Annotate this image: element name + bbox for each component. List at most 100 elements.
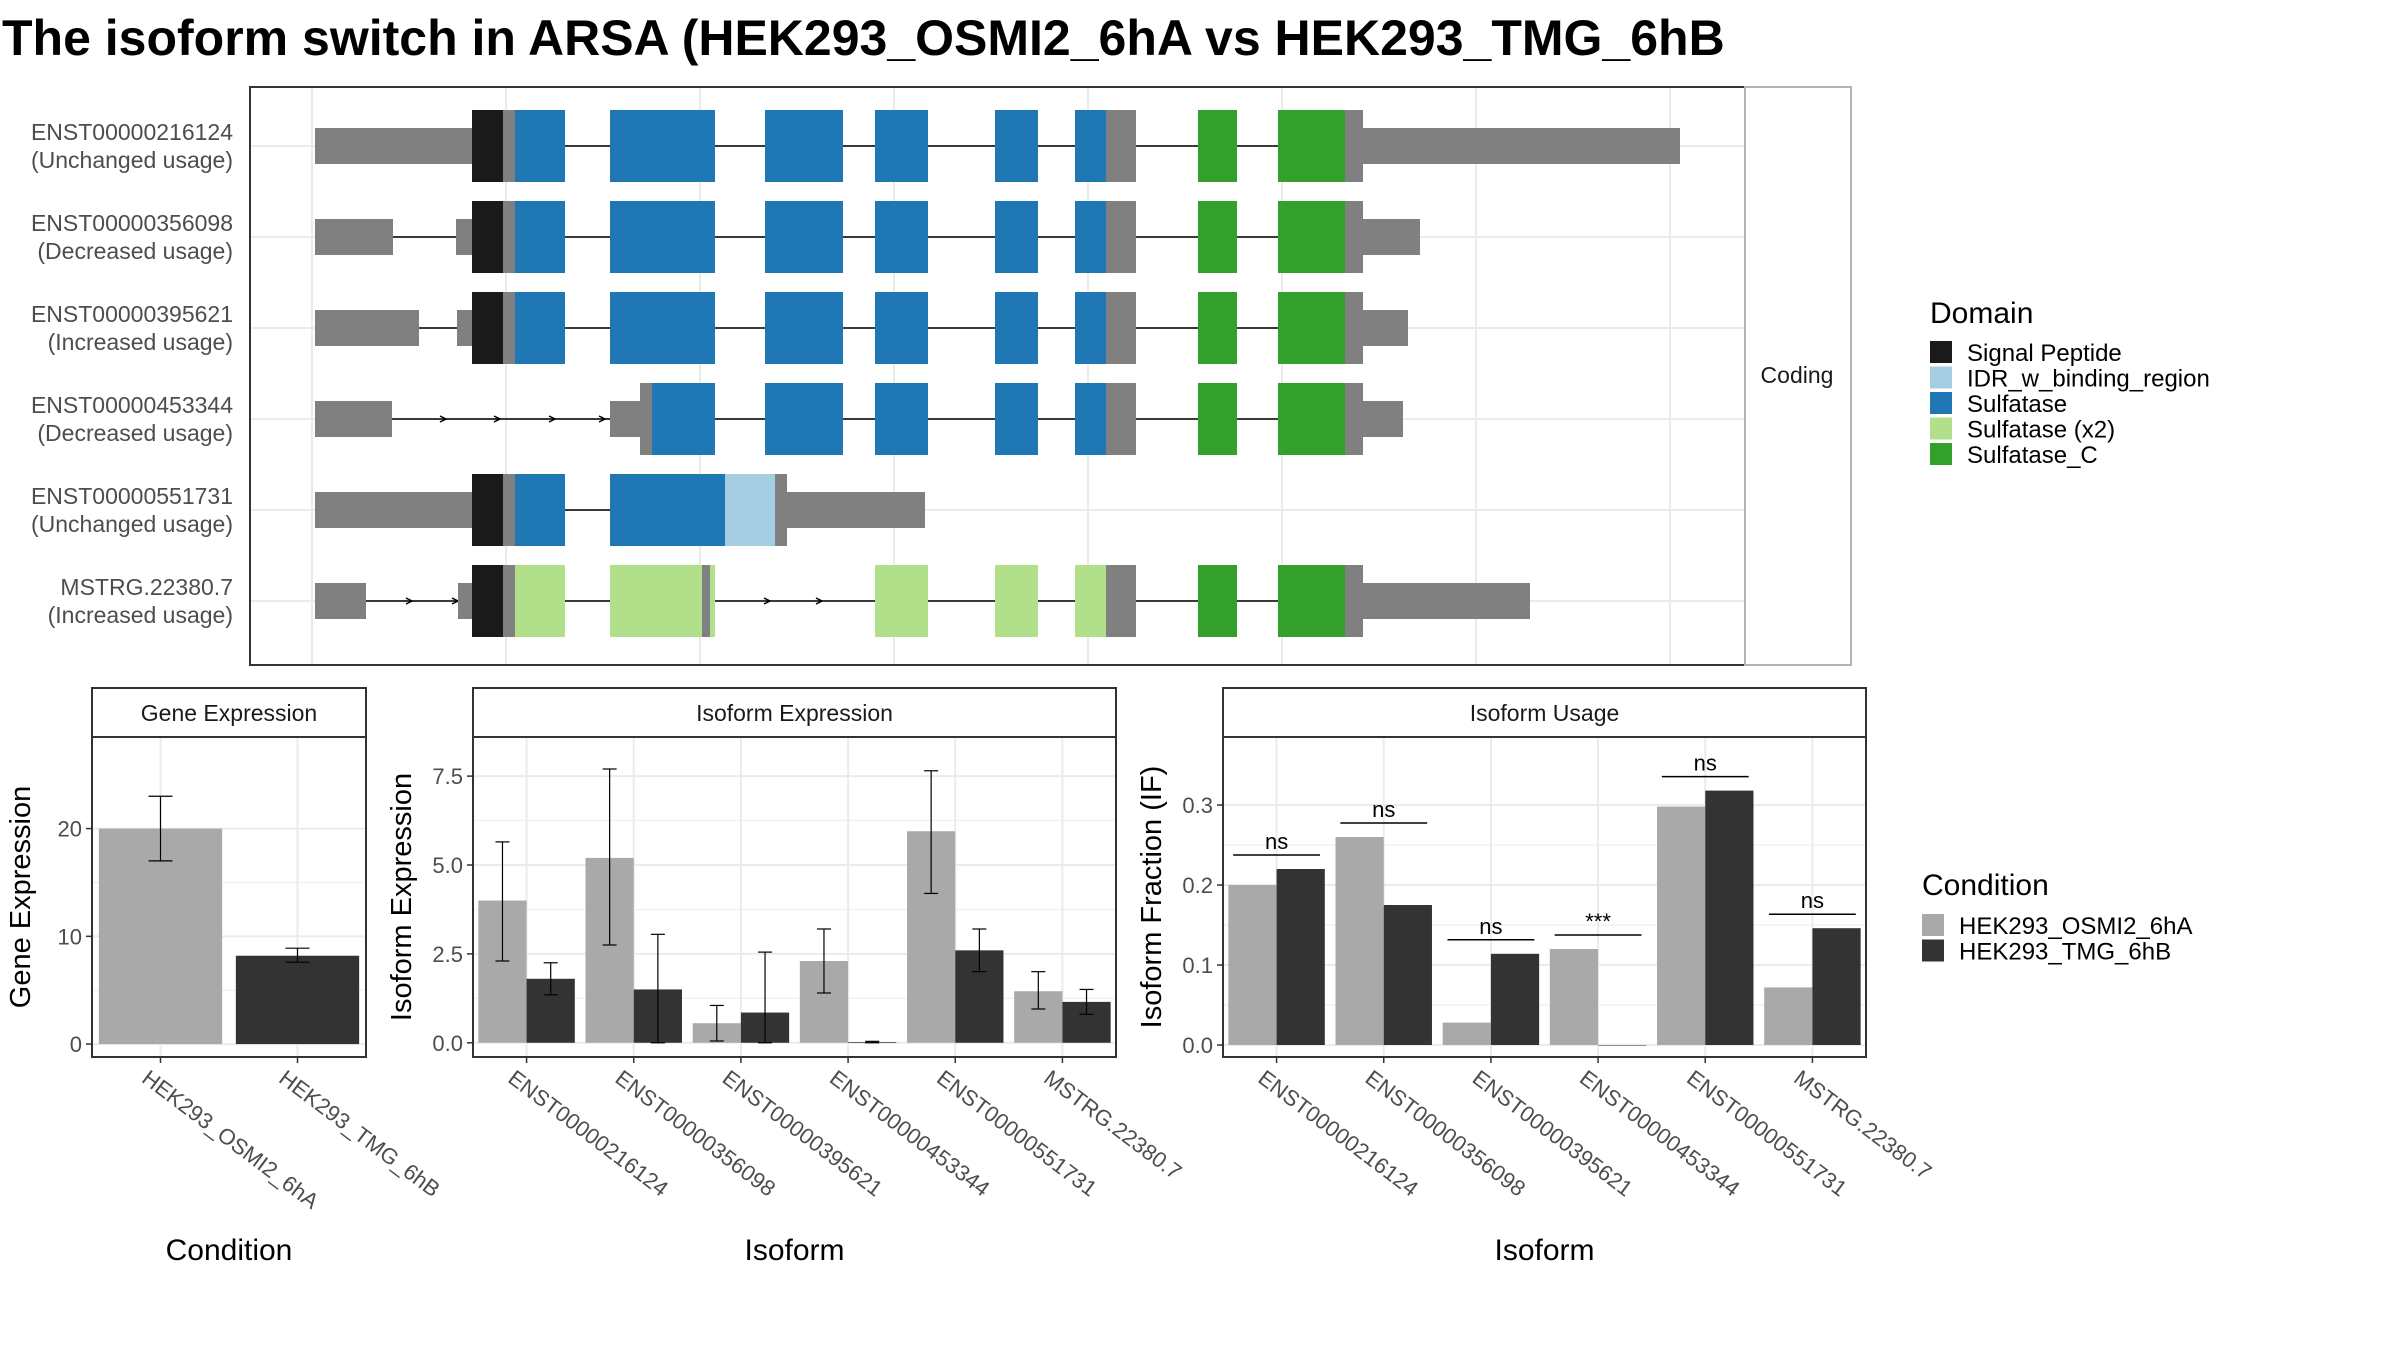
domain-block — [725, 474, 775, 546]
domain-block — [995, 383, 1038, 455]
domain-block — [610, 292, 715, 364]
transcript-row — [315, 565, 1530, 637]
bar — [1764, 987, 1813, 1045]
utr-block — [1363, 310, 1408, 346]
x-axis-title: Condition — [166, 1234, 293, 1267]
domain-block — [1075, 201, 1106, 273]
legend-swatch — [1930, 443, 1952, 465]
domain-block — [472, 474, 503, 546]
y-tick-label: 0.0 — [432, 1031, 463, 1056]
domain-block — [1278, 201, 1345, 273]
utr-block — [315, 492, 472, 528]
domain-block — [610, 565, 702, 637]
legend-title: Condition — [1922, 869, 2049, 902]
x-axis-title: Isoform — [744, 1234, 844, 1267]
legend-swatch — [1930, 392, 1952, 414]
significance-label: ns — [1801, 888, 1824, 913]
utr-block — [503, 110, 515, 182]
legend-swatch — [1922, 914, 1944, 936]
domain-legend: Domain Signal PeptideIDR_w_binding_region… — [1930, 297, 2210, 469]
significance-label: ns — [1479, 914, 1502, 939]
panel-strip-label: Gene Expression — [141, 700, 317, 726]
bar — [235, 955, 360, 1045]
y-axis-title: Gene Expression — [5, 786, 37, 1008]
plot-area — [1223, 737, 1866, 1057]
y-axis-title: Isoform Fraction (IF) — [1136, 766, 1168, 1029]
bar — [1598, 1045, 1647, 1046]
utr-block — [315, 583, 366, 619]
strand-arrow-icon — [405, 597, 414, 605]
domain-block — [610, 110, 715, 182]
transcript-id-label: MSTRG.22380.7 — [60, 574, 233, 600]
transcript-structure-panel: ENST00000216124(Unchanged usage)ENST0000… — [31, 86, 1852, 666]
transcript-id-label: ENST00000453344 — [31, 392, 233, 418]
utr-block — [702, 565, 710, 637]
domain-block — [472, 201, 503, 273]
domain-block — [765, 383, 843, 455]
utr-block — [1363, 128, 1680, 164]
isoform-expression-panel: 0.02.55.07.5ENST00000216124ENST000003560… — [386, 687, 1186, 1267]
transcript-id-label: ENST00000551731 — [31, 483, 233, 509]
transcript-row — [315, 201, 1420, 273]
domain-block — [1198, 110, 1237, 182]
bar — [1442, 1022, 1491, 1045]
domain-block — [1278, 292, 1345, 364]
utr-block — [315, 128, 472, 164]
domain-block — [472, 292, 503, 364]
strand-arrow-icon — [439, 415, 448, 423]
domain-block — [1198, 383, 1237, 455]
utr-block — [1106, 110, 1136, 182]
domain-block — [875, 292, 928, 364]
panel-strip — [472, 687, 1117, 738]
bar — [1276, 869, 1325, 1045]
utr-block — [315, 219, 393, 255]
domain-block — [515, 565, 565, 637]
bar — [1705, 790, 1754, 1045]
panel-strip — [91, 687, 367, 738]
y-tick-label: 7.5 — [432, 764, 463, 789]
legend-swatch — [1930, 341, 1952, 363]
utr-block — [1345, 201, 1363, 273]
utr-block — [456, 219, 472, 255]
domain-block — [765, 110, 843, 182]
transcript-usage-label: (Unchanged usage) — [31, 147, 233, 173]
y-tick-label: 10 — [58, 924, 82, 949]
gene-expression-panel: 01020HEK293_OSMI2_6hAHEK293_TMG_6hBGene … — [5, 687, 445, 1267]
utr-block — [1345, 383, 1363, 455]
transcript-usage-label: (Decreased usage) — [37, 238, 233, 264]
domain-block — [875, 201, 928, 273]
transcript-usage-label: (Increased usage) — [48, 329, 233, 355]
bar — [1549, 949, 1599, 1045]
utr-block — [458, 583, 472, 619]
bar — [1490, 953, 1540, 1045]
utr-block — [503, 292, 515, 364]
domain-block — [515, 110, 565, 182]
utr-block — [640, 383, 652, 455]
bar — [1383, 905, 1432, 1045]
y-axis-title: Isoform Expression — [386, 773, 418, 1021]
domain-block — [515, 201, 565, 273]
domain-block — [472, 565, 503, 637]
y-tick-label: 0.1 — [1182, 953, 1213, 978]
utr-block — [1363, 401, 1403, 437]
domain-block — [765, 292, 843, 364]
legend-swatch — [1922, 939, 1944, 962]
utr-block — [1106, 292, 1136, 364]
domain-block — [610, 201, 715, 273]
domain-block — [652, 383, 715, 455]
domain-block — [1278, 383, 1345, 455]
domain-block — [1198, 292, 1237, 364]
utr-block — [315, 401, 392, 437]
domain-block — [995, 201, 1038, 273]
domain-block — [875, 383, 928, 455]
significance-label: ns — [1372, 797, 1395, 822]
domain-block — [610, 474, 725, 546]
domain-block — [1075, 292, 1106, 364]
domain-block — [710, 565, 715, 637]
domain-block — [1198, 565, 1237, 637]
strand-arrow-icon — [598, 415, 607, 423]
transcript-row — [315, 292, 1408, 364]
domain-block — [1075, 110, 1106, 182]
